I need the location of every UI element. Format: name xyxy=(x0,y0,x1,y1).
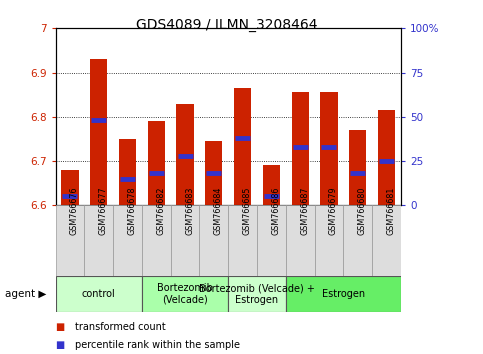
Text: Bortezomib (Velcade) +
Estrogen: Bortezomib (Velcade) + Estrogen xyxy=(199,283,315,305)
Bar xyxy=(228,276,286,312)
Bar xyxy=(292,92,309,205)
Bar xyxy=(90,59,107,205)
Bar xyxy=(286,276,401,312)
Text: GSM766680: GSM766680 xyxy=(358,187,367,235)
Bar xyxy=(349,130,366,205)
Text: GSM766678: GSM766678 xyxy=(128,187,137,235)
Bar xyxy=(257,205,286,276)
Bar xyxy=(56,276,142,312)
Text: GSM766686: GSM766686 xyxy=(271,187,281,235)
Bar xyxy=(85,205,113,276)
Bar xyxy=(170,205,199,276)
Text: GSM766677: GSM766677 xyxy=(99,187,108,235)
Bar xyxy=(286,205,314,276)
Text: GSM766687: GSM766687 xyxy=(300,187,309,235)
Text: GDS4089 / ILMN_3208464: GDS4089 / ILMN_3208464 xyxy=(136,18,318,32)
Text: GSM766681: GSM766681 xyxy=(386,187,396,235)
Bar xyxy=(142,205,170,276)
Bar xyxy=(148,121,165,205)
Text: ■: ■ xyxy=(56,340,65,350)
Bar xyxy=(320,92,338,205)
Bar xyxy=(314,205,343,276)
Bar xyxy=(119,139,136,205)
Text: GSM766684: GSM766684 xyxy=(214,187,223,235)
Text: agent ▶: agent ▶ xyxy=(5,289,46,299)
Text: GSM766682: GSM766682 xyxy=(156,187,165,235)
Text: GSM766679: GSM766679 xyxy=(329,187,338,235)
Bar xyxy=(228,205,257,276)
Text: ■: ■ xyxy=(56,322,65,332)
Bar xyxy=(263,165,280,205)
Text: transformed count: transformed count xyxy=(75,322,166,332)
Bar xyxy=(199,205,228,276)
Bar xyxy=(343,205,372,276)
Bar xyxy=(56,205,85,276)
Bar xyxy=(234,88,251,205)
Text: GSM766685: GSM766685 xyxy=(242,187,252,235)
Bar xyxy=(61,170,79,205)
Text: percentile rank within the sample: percentile rank within the sample xyxy=(75,340,240,350)
Text: Bortezomib
(Velcade): Bortezomib (Velcade) xyxy=(157,283,213,305)
Text: GSM766683: GSM766683 xyxy=(185,187,194,235)
Bar xyxy=(113,205,142,276)
Bar xyxy=(142,276,228,312)
Bar xyxy=(205,141,223,205)
Text: Estrogen: Estrogen xyxy=(322,289,365,299)
Text: control: control xyxy=(82,289,115,299)
Text: GSM766676: GSM766676 xyxy=(70,187,79,235)
Bar xyxy=(378,110,395,205)
Bar xyxy=(176,104,194,205)
Bar xyxy=(372,205,401,276)
